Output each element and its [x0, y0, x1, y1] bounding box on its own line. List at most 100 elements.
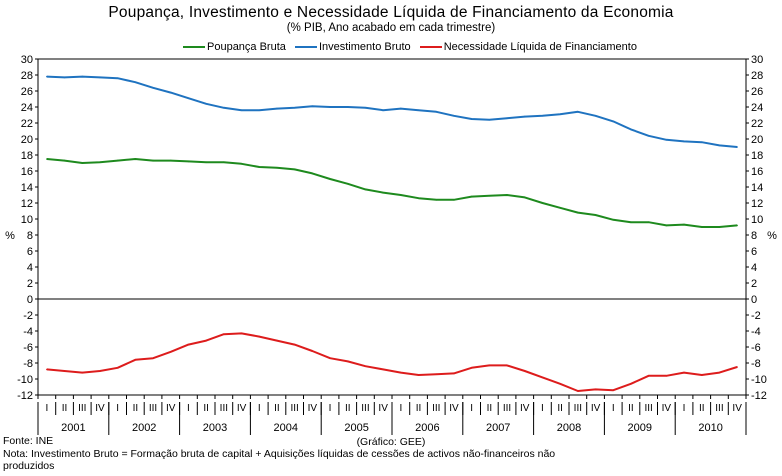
- legend-label-poupanca: Poupança Bruta: [207, 41, 286, 53]
- legend-item-poupanca: Poupança Bruta: [183, 41, 286, 53]
- y-tick-label-left: 20: [21, 134, 33, 146]
- footnote-continued: produzidos: [3, 460, 55, 472]
- series-1-point: [488, 119, 491, 121]
- series-2-point: [417, 374, 420, 376]
- y-tick-label-right: -8: [751, 358, 761, 370]
- series-0-point: [364, 188, 367, 191]
- quarter-label: I: [541, 403, 544, 414]
- y-tick-label-right: -4: [751, 326, 761, 338]
- series-1-point: [187, 97, 190, 99]
- series-1-point: [400, 107, 402, 110]
- series-2-point: [223, 333, 225, 336]
- y-tick-label-right: 22: [751, 118, 763, 130]
- series-0-point: [240, 163, 243, 165]
- y-tick-label-left: 10: [21, 214, 33, 226]
- quarter-label: III: [290, 403, 298, 414]
- y-tick-label-left: -8: [23, 358, 33, 370]
- year-label: 2010: [698, 422, 722, 434]
- series-0-point: [152, 159, 154, 162]
- series-1-point: [116, 77, 119, 79]
- series-2-point: [701, 374, 703, 376]
- quarter-label: II: [416, 403, 422, 414]
- y-tick-label-left: 6: [27, 246, 33, 258]
- series-2-point: [470, 367, 473, 369]
- series-1-point: [647, 135, 650, 137]
- y-tick-label-left: 24: [21, 102, 33, 114]
- quarter-label: III: [149, 403, 157, 414]
- series-1-point: [594, 115, 597, 117]
- series-2-point: [736, 366, 738, 368]
- series-0-point: [329, 178, 331, 180]
- series-1-point: [99, 76, 101, 79]
- series-1-point: [329, 106, 331, 108]
- series-0-point: [400, 194, 402, 196]
- series-0-point: [488, 195, 491, 197]
- series-1-point: [435, 111, 438, 113]
- legend: Poupança Bruta Investimento Bruto Necess…: [183, 41, 643, 53]
- y-tick-label-right: -10: [751, 374, 767, 386]
- series-0-point: [347, 183, 349, 185]
- series-1-point: [665, 139, 668, 141]
- series-1-point: [718, 144, 721, 147]
- series-1-point: [205, 103, 207, 105]
- series-2-point: [612, 389, 615, 392]
- series-2-point: [541, 376, 544, 379]
- quarter-label: III: [644, 403, 652, 414]
- y-tick-label-left: -2: [23, 310, 33, 322]
- y-axis-label-right: %: [767, 230, 777, 242]
- series-2-point: [665, 375, 668, 377]
- y-tick-label-left: 26: [21, 86, 33, 98]
- year-label: 2005: [344, 422, 368, 434]
- series-2-point: [293, 343, 296, 346]
- series-2-point: [400, 371, 402, 374]
- series-line-0: [46, 158, 738, 228]
- quarter-label: II: [557, 403, 563, 414]
- series-2-point: [647, 375, 650, 377]
- chart-title: Poupança, Investimento e Necessidade Líq…: [108, 4, 674, 21]
- series-0-point: [701, 226, 703, 228]
- quarter-label: IV: [166, 403, 176, 414]
- series-1-point: [577, 111, 579, 113]
- series-0-point: [524, 196, 526, 199]
- chart-credit: (Gráfico: GEE): [356, 436, 426, 448]
- quarter-label: I: [470, 403, 473, 414]
- quarter-label: III: [220, 403, 228, 414]
- quarter-label: IV: [378, 403, 388, 414]
- series-line-2: [46, 332, 738, 392]
- series-0-point: [63, 159, 66, 162]
- series-1-point: [134, 81, 137, 83]
- series-2-point: [205, 339, 207, 342]
- series-0-point: [506, 194, 508, 196]
- quarter-label: IV: [95, 403, 105, 414]
- y-tick-label-right: 8: [751, 230, 757, 242]
- quarter-label: IV: [591, 403, 601, 414]
- series-0-point: [46, 158, 48, 160]
- series-0-point: [736, 224, 738, 227]
- series-0-point: [718, 226, 721, 228]
- quarter-label: IV: [308, 403, 318, 414]
- series-2-point: [240, 332, 243, 335]
- series-2-point: [364, 365, 367, 368]
- legend-swatch-poupanca: [183, 46, 205, 49]
- series-2-point: [488, 364, 491, 367]
- series-0-point: [594, 214, 597, 216]
- chart-subtitle: (% PIB, Ano acabado em cada trimestre): [286, 22, 496, 34]
- y-tick-label-right: 10: [751, 214, 763, 226]
- series-1-point: [152, 87, 154, 89]
- series-1-point: [347, 106, 349, 108]
- series-0-point: [116, 159, 119, 162]
- quarter-label: II: [628, 403, 634, 414]
- quarter-label: I: [612, 403, 615, 414]
- y-tick-label-left: 28: [21, 70, 33, 82]
- series-0-point: [134, 158, 137, 160]
- series-2-point: [630, 383, 632, 385]
- series-2-point: [683, 371, 685, 374]
- y-tick-label-right: 28: [751, 70, 763, 82]
- series-0-point: [647, 221, 650, 223]
- series-1-point: [81, 75, 84, 78]
- series-1-point: [276, 107, 278, 110]
- legend-swatch-necessidade: [419, 46, 442, 49]
- quarter-label: II: [699, 403, 705, 414]
- year-label: 2001: [61, 422, 85, 434]
